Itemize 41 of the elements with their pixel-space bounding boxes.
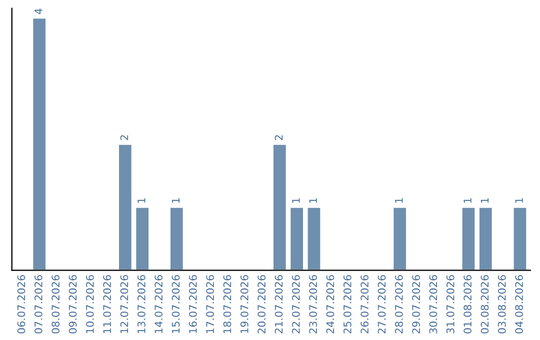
- data-label: 1: [480, 198, 489, 203]
- x-tick-label: 16.07.2026: [188, 275, 197, 333]
- x-tick-label: 08.07.2026: [52, 275, 60, 334]
- x-tick-label: 28.07.2026: [394, 275, 403, 334]
- x-tick-label: 03.08.2026: [498, 275, 506, 334]
- x-tick-label: 14.07.2026: [154, 275, 163, 333]
- x-tick-label: 07.07.2026: [34, 275, 42, 334]
- x-tick-label: 22.07.2026: [292, 275, 300, 334]
- x-tick-label: 09.07.2026: [68, 275, 77, 334]
- x-tick-label: 20.07.2026: [258, 275, 266, 334]
- data-label: 4: [34, 8, 42, 14]
- data-label: 1: [395, 198, 403, 203]
- x-tick-label: 21.07.2026: [274, 275, 283, 334]
- data-label: 2: [120, 135, 128, 140]
- data-label: 1: [172, 198, 180, 203]
- data-label: 2: [274, 135, 283, 140]
- data-label: 1: [292, 198, 300, 203]
- x-tick-label: 27.07.2026: [378, 275, 386, 334]
- x-tick-label: 10.07.2026: [86, 275, 94, 333]
- x-tick-label: 24.07.2026: [326, 275, 334, 334]
- x-tick-label: 04.08.2026: [515, 275, 524, 334]
- x-tick-label: 13.07.2026: [137, 275, 146, 333]
- x-tick-label: 23.07.2026: [309, 275, 318, 334]
- x-tick-label: 29.07.2026: [412, 275, 420, 334]
- data-label: 1: [515, 198, 523, 203]
- x-tick-label: 12.07.2026: [120, 275, 128, 333]
- x-tick-label: 25.07.2026: [343, 275, 352, 334]
- x-tick-label: 26.07.2026: [360, 275, 369, 334]
- x-tick-label: 11.07.2026: [103, 275, 112, 333]
- data-label: 1: [309, 198, 317, 203]
- x-tick-label: 30.07.2026: [429, 275, 438, 334]
- data-label: 1: [138, 198, 146, 203]
- x-tick-label: 31.07.2026: [446, 275, 454, 334]
- x-tick-label: 19.07.2026: [240, 275, 248, 333]
- x-tick-label: 06.07.2026: [17, 275, 26, 334]
- x-tick-label: 02.08.2026: [480, 275, 489, 334]
- x-tick-label: 17.07.2026: [206, 275, 214, 333]
- x-tick-label: 18.07.2026: [223, 275, 232, 333]
- x-tick-label: 01.08.2026: [464, 275, 472, 334]
- data-label: 1: [464, 198, 472, 203]
- x-tick-label: 15.07.2026: [172, 275, 180, 333]
